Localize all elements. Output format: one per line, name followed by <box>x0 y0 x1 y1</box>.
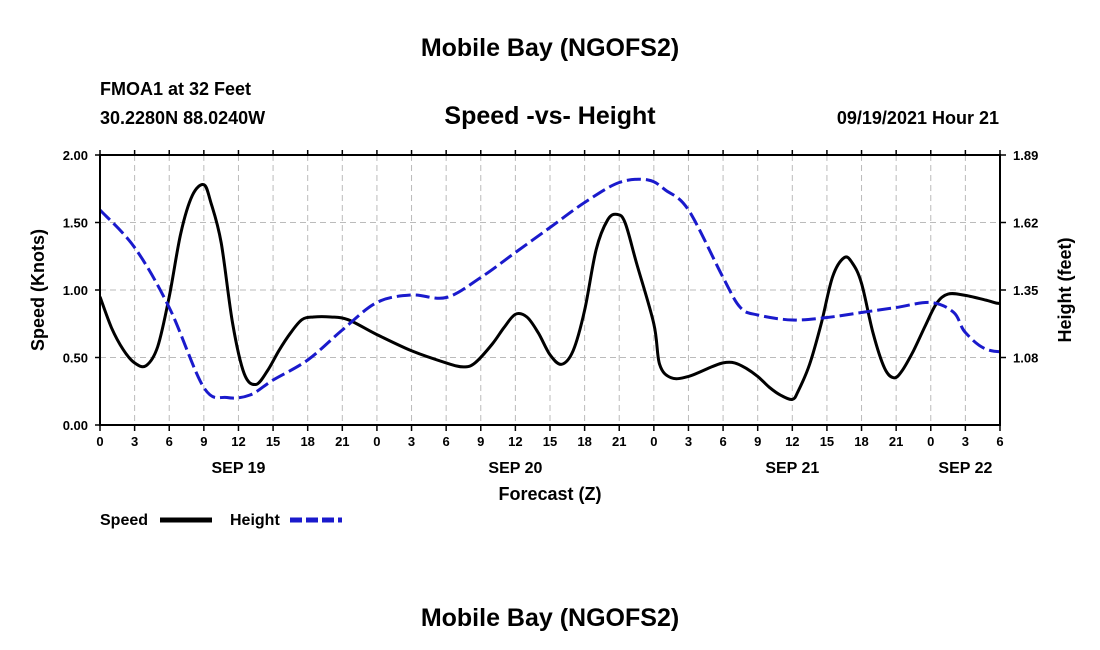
x-tick-label: 15 <box>543 434 557 449</box>
date-label: SEP 20 <box>488 460 542 477</box>
x-tick-label: 15 <box>266 434 280 449</box>
x-tick-label: 0 <box>927 434 934 449</box>
series-speed-line <box>100 183 1000 401</box>
x-tick-label: 18 <box>577 434 591 449</box>
x-tick-label: 12 <box>785 434 799 449</box>
y-tick-label-left: 1.50 <box>63 216 88 231</box>
x-tick-label: 18 <box>854 434 868 449</box>
x-tick-label: 21 <box>612 434 626 449</box>
legend: Speed Height <box>100 512 342 529</box>
series-layer <box>100 177 1000 401</box>
x-tick-label: 0 <box>96 434 103 449</box>
y-tick-label-left: 1.00 <box>63 283 88 298</box>
x-axis-label: Forecast (Z) <box>498 484 601 504</box>
axes-layer: 0 3 6 9 12 15 18 21 0 3 6 9 12 15 18 21 0 3 6 9 12 15 18 21 0 3 6 0… <box>63 148 1039 477</box>
chart-subtitle: Speed -vs- Height <box>444 102 656 130</box>
date-label: SEP 19 <box>211 460 265 477</box>
station-name: FMOA1 at 32 Feet <box>100 79 251 99</box>
x-tick-label: 12 <box>231 434 245 449</box>
legend-speed-label: Speed <box>100 512 148 529</box>
x-tick-label: 9 <box>200 434 207 449</box>
date-label: SEP 21 <box>765 460 819 477</box>
forecast-timestamp: 09/19/2021 Hour 21 <box>837 108 999 128</box>
y-tick-label-right: 1.89 <box>1013 148 1038 163</box>
x-tick-label: 15 <box>820 434 834 449</box>
station-coordinates: 30.2280N 88.0240W <box>100 108 265 128</box>
y-tick-label-right: 1.35 <box>1013 283 1038 298</box>
x-tick-label: 3 <box>962 434 969 449</box>
x-tick-label: 6 <box>996 434 1003 449</box>
date-label: SEP 22 <box>938 460 992 477</box>
x-tick-label: 3 <box>408 434 415 449</box>
chart-title-bottom: Mobile Bay (NGOFS2) <box>421 604 679 632</box>
x-tick-label: 21 <box>335 434 349 449</box>
x-tick-label: 18 <box>300 434 314 449</box>
x-tick-label: 0 <box>373 434 380 449</box>
x-tick-label: 9 <box>477 434 484 449</box>
chart-title-top: Mobile Bay (NGOFS2) <box>421 34 679 62</box>
y-tick-label-left: 2.00 <box>63 148 88 163</box>
y-tick-label-left: 0.00 <box>63 418 88 433</box>
x-tick-label: 3 <box>131 434 138 449</box>
grid-lines <box>100 155 1000 425</box>
x-tick-label: 0 <box>650 434 657 449</box>
x-tick-label: 6 <box>719 434 726 449</box>
x-tick-label: 3 <box>685 434 692 449</box>
y-tick-label-left: 0.50 <box>63 351 88 366</box>
y-tick-label-right: 1.62 <box>1013 216 1038 231</box>
y-axis-label-right: Height (feet) <box>1055 238 1075 343</box>
x-tick-label: 9 <box>754 434 761 449</box>
x-tick-label: 6 <box>166 434 173 449</box>
legend-height-label: Height <box>230 512 280 529</box>
series-height-line <box>100 177 1000 400</box>
x-tick-label: 21 <box>889 434 903 449</box>
x-tick-label: 12 <box>508 434 522 449</box>
y-axis-label-left: Speed (Knots) <box>28 229 48 351</box>
x-tick-label: 6 <box>443 434 450 449</box>
y-tick-label-right: 1.08 <box>1013 351 1038 366</box>
